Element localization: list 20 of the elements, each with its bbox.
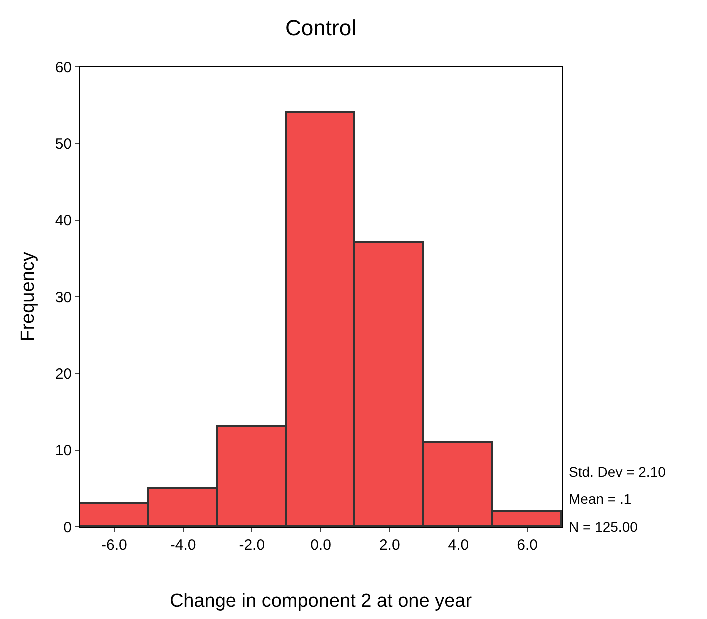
y-tick-label: 30	[55, 289, 72, 306]
y-tick-label: 60	[55, 59, 72, 76]
y-tick-label: 40	[55, 212, 72, 230]
x-tick-label: -4.0	[170, 537, 196, 554]
x-axis-title: Change in component 2 at one year	[170, 590, 473, 612]
x-tick-label: -2.0	[239, 537, 266, 554]
y-tick-label: 50	[55, 136, 72, 153]
text: N = 125.00	[569, 519, 638, 535]
x-tick-label: 2.0	[379, 537, 400, 554]
y-tick-label: 20	[55, 366, 72, 383]
x-tick-label: 0.0	[310, 537, 332, 554]
text: Std. Dev = 2.10	[569, 464, 666, 480]
y-tick-label: 10	[55, 442, 72, 460]
x-tick-label: -6.0	[102, 537, 128, 554]
y-axis-title: Frequency	[18, 252, 40, 342]
y-tick-label: 0	[64, 519, 72, 536]
chart-title: Control	[286, 16, 356, 41]
text: Mean = .1	[569, 491, 632, 507]
x-tick-label: 6.0	[517, 537, 538, 554]
x-tick-label: 4.0	[448, 537, 470, 554]
